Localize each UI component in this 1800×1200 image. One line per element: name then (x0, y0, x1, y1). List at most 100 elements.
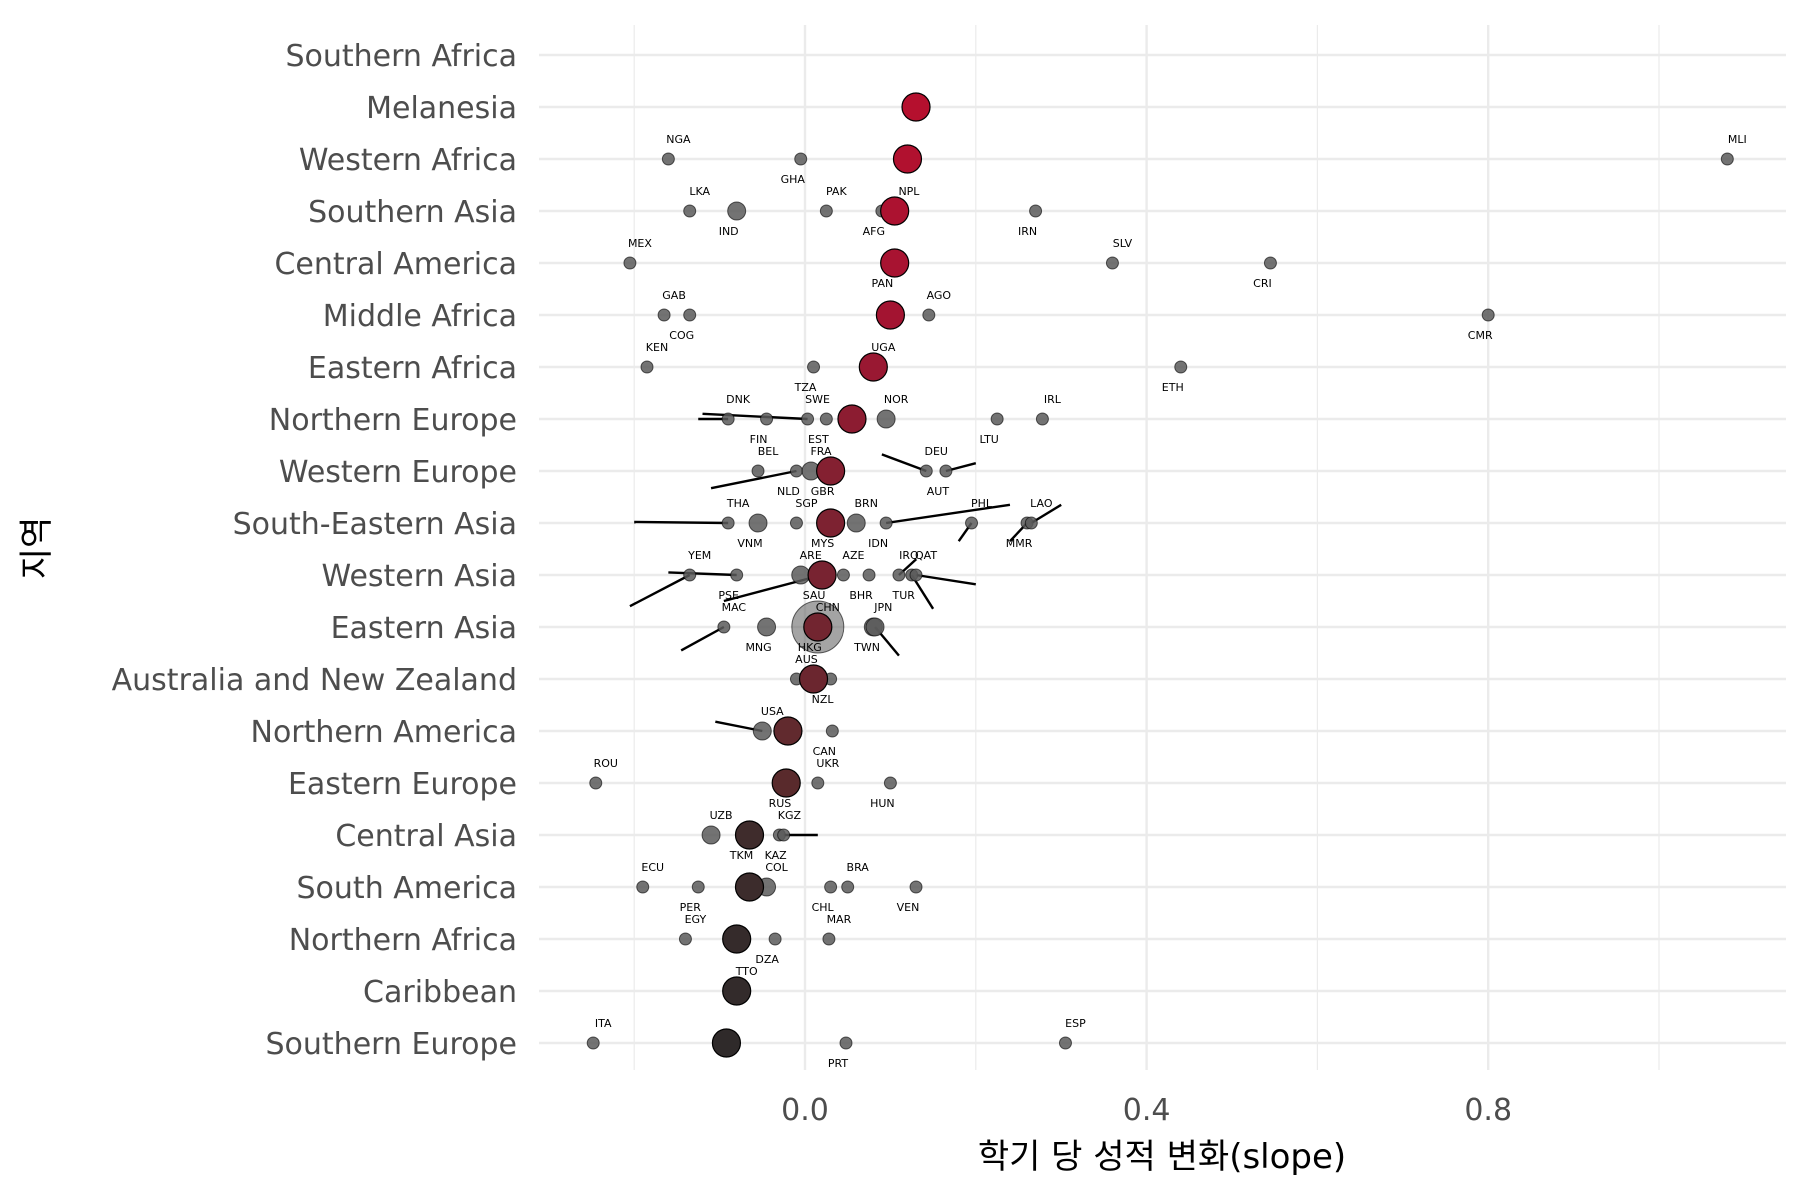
country-point (839, 1036, 853, 1050)
country-label: PRT (828, 1057, 848, 1070)
country-label: IDN (868, 537, 888, 550)
y-tick-label: Western Europe (279, 455, 517, 490)
y-tick-label: South-Eastern Asia (233, 507, 517, 542)
x-tick-label: 0.8 (1464, 1093, 1512, 1128)
country-point (727, 201, 747, 221)
country-label: MMR (1006, 537, 1033, 550)
country-label: LTU (979, 433, 998, 446)
y-tick-label: Western Asia (322, 559, 517, 594)
country-label: IND (719, 225, 739, 238)
country-point (801, 412, 815, 426)
region-mean-point (803, 612, 833, 642)
region-mean-point (880, 248, 910, 278)
region-mean-point (798, 664, 829, 694)
country-label: BRN (855, 497, 878, 510)
country-label: BHR (849, 589, 873, 602)
y-tick-label: Southern Europe (266, 1027, 518, 1062)
country-label: EGY (685, 913, 707, 926)
country-point (752, 721, 772, 741)
country-label: VEN (897, 901, 920, 914)
y-tick-label: Middle Africa (323, 299, 517, 334)
x-tick-label: 0.4 (1123, 1093, 1171, 1128)
leader-line (915, 573, 976, 586)
country-label: UGA (871, 341, 896, 354)
country-label: DNK (726, 393, 751, 406)
country-label: AFG (863, 225, 885, 238)
country-label: TUR (892, 589, 916, 602)
country-label: CHL (812, 901, 835, 914)
country-point (717, 620, 731, 634)
country-point (636, 880, 650, 894)
country-label: PHL (971, 497, 993, 510)
country-label: PSE (718, 589, 739, 602)
x-axis-tick-labels: 0.0 0.4 0.8 (781, 1093, 1512, 1128)
country-label: IRN (1018, 225, 1037, 238)
country-point (757, 617, 777, 637)
y-tick-label: Caribbean (363, 975, 517, 1010)
country-point (721, 516, 735, 530)
y-tick-label: Southern Africa (285, 39, 517, 74)
leader-line (629, 573, 691, 608)
country-label: VNM (737, 537, 762, 550)
y-tick-label: South America (297, 871, 517, 906)
region-mean-point (711, 1028, 742, 1058)
country-point (819, 412, 833, 426)
country-point (876, 409, 896, 429)
y-tick-label: Eastern Europe (288, 767, 517, 802)
country-label: SWE (805, 393, 830, 406)
country-point (909, 568, 923, 582)
country-point (623, 256, 637, 270)
y-tick-label: Northern Africa (289, 923, 517, 958)
country-label: COL (765, 861, 788, 874)
country-label: THA (726, 497, 750, 510)
country-point (862, 568, 876, 582)
country-point (1058, 1036, 1072, 1050)
country-label: MEX (628, 237, 652, 250)
country-label: PAN (872, 277, 894, 290)
country-point (586, 1036, 600, 1050)
y-tick-label: Central America (274, 247, 517, 282)
country-point (683, 204, 697, 218)
country-point (760, 412, 774, 426)
country-point (1024, 516, 1038, 530)
country-point (730, 568, 744, 582)
country-label: HUN (870, 797, 895, 810)
country-label: KGZ (778, 809, 802, 822)
country-label: MAR (827, 913, 852, 926)
country-point (794, 152, 808, 166)
country-label: UZB (710, 809, 733, 822)
country-point (892, 568, 906, 582)
country-point (846, 513, 866, 533)
y-tick-label: Southern Asia (308, 195, 517, 230)
country-label: GBR (811, 485, 835, 498)
region-mean-point (880, 196, 910, 226)
minor-gridlines (633, 25, 1660, 1070)
region-mean-point (816, 456, 846, 486)
country-label: NOR (884, 393, 909, 406)
leader-line (634, 520, 729, 525)
country-label: EST (808, 433, 829, 446)
country-label: SLV (1113, 237, 1133, 250)
country-label: COG (669, 329, 694, 342)
country-label: FIN (750, 433, 768, 446)
y-axis-title: 지역 (17, 517, 57, 580)
country-label: YEM (687, 549, 711, 562)
country-label: AZE (842, 549, 864, 562)
country-point (589, 776, 603, 790)
country-label: AUT (927, 485, 950, 498)
country-point (939, 464, 953, 478)
leader-line (881, 453, 927, 473)
country-label: QAT (915, 549, 937, 562)
country-point (919, 464, 933, 478)
y-tick-label: Melanesia (366, 91, 517, 126)
country-label: PER (680, 901, 702, 914)
country-point (768, 932, 782, 946)
country-label: ROU (594, 757, 618, 770)
leader-line (668, 571, 737, 577)
country-point (748, 513, 768, 533)
region-mean-point (734, 820, 765, 850)
country-point (825, 724, 839, 738)
country-point (990, 412, 1004, 426)
country-point (791, 565, 811, 585)
country-point (822, 932, 836, 946)
